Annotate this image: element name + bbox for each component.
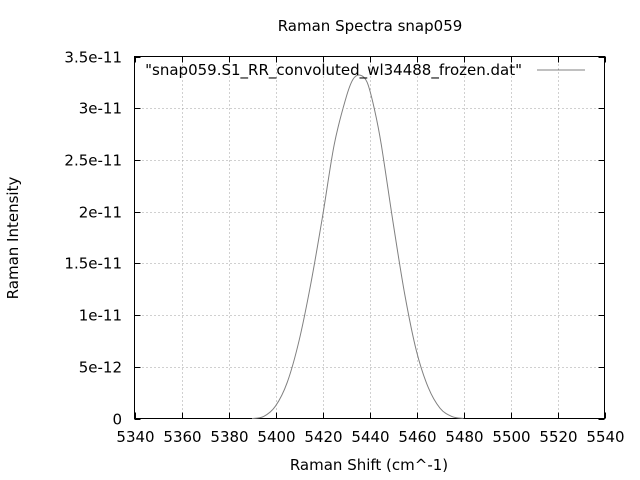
tick-labels: 5340 5360 5380 5400 5420 5440 5460 5480 5500 5520… [64,49,624,447]
y-tick-label: 3.5e-11 [64,49,122,67]
x-tick-label: 5480 [445,428,483,446]
grid-lines [134,56,605,419]
y-tick-label: 3e-11 [79,100,122,118]
y-tick-label: 2.5e-11 [64,152,122,170]
x-tick-label: 5340 [116,428,154,446]
x-tick-label: 5360 [163,428,201,446]
y-tick-label: 1.5e-11 [64,255,122,273]
series-layer [251,74,464,419]
y-axis-label: Raman Intensity [4,177,22,300]
x-tick-label: 5460 [398,428,436,446]
y-tick-label: 5e-12 [79,359,122,377]
x-axis-label: Raman Shift (cm^-1) [290,456,448,474]
plot-frame [134,56,605,419]
x-tick-label: 5420 [304,428,342,446]
x-tick-label: 5380 [210,428,248,446]
x-tick-label: 5440 [351,428,389,446]
chart-title: Raman Spectra snap059 [278,17,463,35]
y-tick-label: 1e-11 [79,307,122,325]
axis-ticks [134,56,606,420]
x-tick-label: 5520 [539,428,577,446]
x-tick-label: 5500 [492,428,530,446]
legend-label: "snap059.S1_RR_convoluted_wl34488_frozen… [145,61,522,80]
legend: "snap059.S1_RR_convoluted_wl34488_frozen… [145,61,585,80]
x-tick-label: 5540 [586,428,624,446]
y-tick-label: 0 [112,411,122,429]
y-tick-label: 2e-11 [79,204,122,222]
x-tick-label: 5400 [257,428,295,446]
series-line [251,74,464,419]
